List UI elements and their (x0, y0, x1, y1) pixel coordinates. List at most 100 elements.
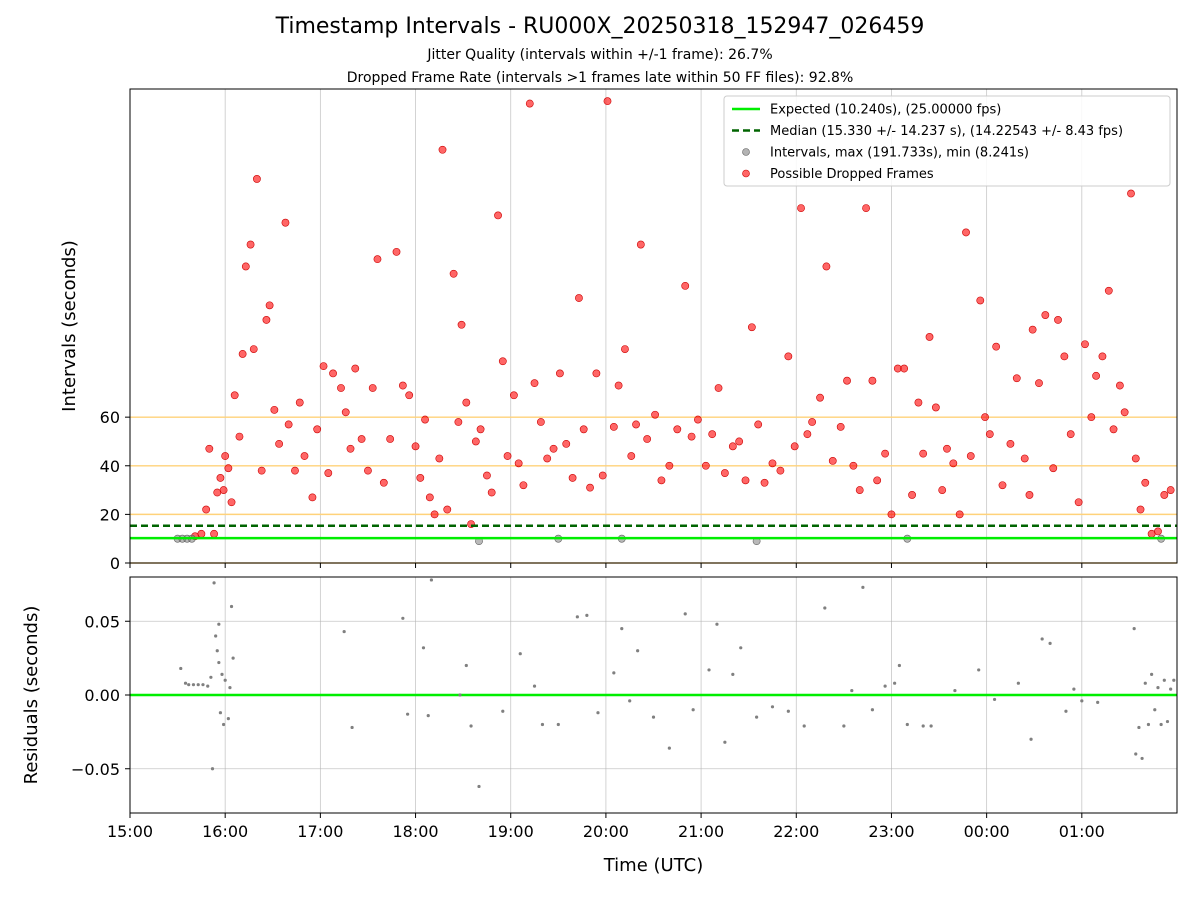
residual-point (905, 722, 909, 727)
residual-point (755, 715, 759, 719)
top-y-tick-label: 20 (100, 505, 120, 524)
residual-point (667, 746, 671, 750)
dropped-frame-point (1054, 316, 1062, 324)
dropped-frame-point (210, 529, 218, 538)
dropped-frame-point (270, 405, 279, 414)
dropped-frame-point (1035, 379, 1043, 388)
dropped-frame-point (741, 476, 750, 485)
dropped-frame-point (868, 376, 877, 385)
residual-point (992, 697, 997, 702)
dropped-frame-point (621, 345, 629, 353)
residual-point (231, 656, 235, 660)
dropped-frame-point (341, 408, 350, 417)
dropped-frame-point (319, 362, 328, 371)
bottom-y-tick-label: −0.05 (71, 760, 120, 779)
residual-point (1153, 708, 1157, 712)
dropped-frame-point (530, 379, 539, 388)
residual-point (1159, 722, 1163, 727)
residual-point (1132, 627, 1136, 631)
dropped-frame-point (754, 420, 763, 429)
legend-marker-intervals (742, 148, 750, 156)
dropped-frame-point (908, 491, 916, 499)
dropped-frame-point (281, 218, 290, 227)
legend-label-expected: Expected (10.240s), (25.00000 fps) (770, 103, 1001, 118)
dropped-frame-point (386, 435, 395, 443)
top-plot-frame (129, 88, 1178, 564)
residual-point (1080, 699, 1084, 703)
top-plot-lines (130, 524, 1177, 540)
dropped-frame-point (230, 391, 239, 400)
dropped-frame-point (1115, 381, 1124, 390)
residual-point (723, 740, 727, 744)
dropped-frame-point (238, 350, 247, 358)
dropped-frame-point (681, 281, 690, 290)
residual-point (201, 683, 205, 687)
chart-title: Timestamp Intervals - RU000X_20250318_15… (275, 14, 925, 39)
residual-point (1150, 672, 1154, 676)
dropped-frame-point (543, 454, 552, 463)
residual-point (217, 622, 221, 626)
bottom-y-tick-label: 0.05 (84, 612, 120, 631)
dropped-frame-point (483, 471, 491, 480)
bottom-plot-points (179, 578, 1176, 789)
dropped-frame-point (1141, 478, 1150, 487)
dropped-frame-point (510, 391, 518, 400)
dropped-frame-point (1081, 340, 1089, 349)
residual-point (897, 663, 901, 668)
dropped-frame-point (216, 474, 225, 482)
residual-point (707, 668, 711, 672)
residual-point (921, 724, 925, 728)
dropped-frame-point (1131, 454, 1140, 463)
residual-point (458, 693, 462, 697)
dropped-frame-point (949, 459, 958, 468)
residual-point (585, 613, 589, 617)
residual-point (477, 784, 481, 789)
dropped-frame-point (701, 461, 710, 470)
dropped-frame-point (790, 442, 799, 451)
dropped-frame-point (776, 466, 785, 475)
residual-point (214, 634, 218, 638)
dropped-frame-point (887, 510, 896, 519)
residual-point (893, 681, 897, 685)
dropped-frame-point (1049, 464, 1058, 473)
dropped-frame-point (998, 481, 1007, 490)
dropped-frame-point (966, 452, 975, 460)
top-y-tick-label: 60 (100, 408, 120, 427)
dropped-frame-point (720, 469, 729, 477)
residual-point (786, 709, 790, 713)
dropped-frame-point (308, 493, 317, 502)
dropped-frame-point (985, 430, 994, 439)
residual-point (929, 724, 933, 728)
residual-point (518, 652, 522, 656)
residual-point (464, 663, 468, 668)
residual-point (210, 767, 215, 771)
x-tick-label: 15:00 (107, 822, 153, 841)
residual-point (1040, 637, 1044, 641)
dropped-frame-point (514, 459, 523, 468)
x-tick-label: 18:00 (392, 822, 438, 841)
dropped-frame-point (494, 211, 502, 220)
residual-point (1146, 722, 1151, 727)
residual-point (228, 686, 232, 690)
dropped-frame-point (592, 369, 601, 378)
dropped-frame-point (586, 483, 594, 492)
residual-point (636, 649, 640, 653)
dropped-frame-point (1109, 425, 1118, 434)
residual-point (406, 712, 410, 716)
residual-point (229, 604, 234, 609)
dropped-frame-point (636, 240, 645, 249)
dropped-frame-point (816, 393, 824, 402)
dropped-frame-point (235, 432, 244, 441)
residual-point (575, 615, 579, 619)
top-y-tick-label: 40 (100, 457, 120, 476)
dropped-frame-point (1104, 286, 1113, 295)
dropped-frame-point (471, 437, 480, 446)
chart-subtitle-jitter: Jitter Quality (intervals within +/-1 fr… (427, 47, 773, 63)
dropped-frame-point (575, 294, 583, 302)
x-tick-label: 01:00 (1059, 822, 1105, 841)
dropped-frame-point (784, 352, 793, 361)
dropped-frame-point (202, 505, 211, 514)
dropped-frame-point (487, 488, 496, 497)
dropped-frame-point (300, 452, 309, 460)
dropped-frame-point (1028, 325, 1037, 334)
